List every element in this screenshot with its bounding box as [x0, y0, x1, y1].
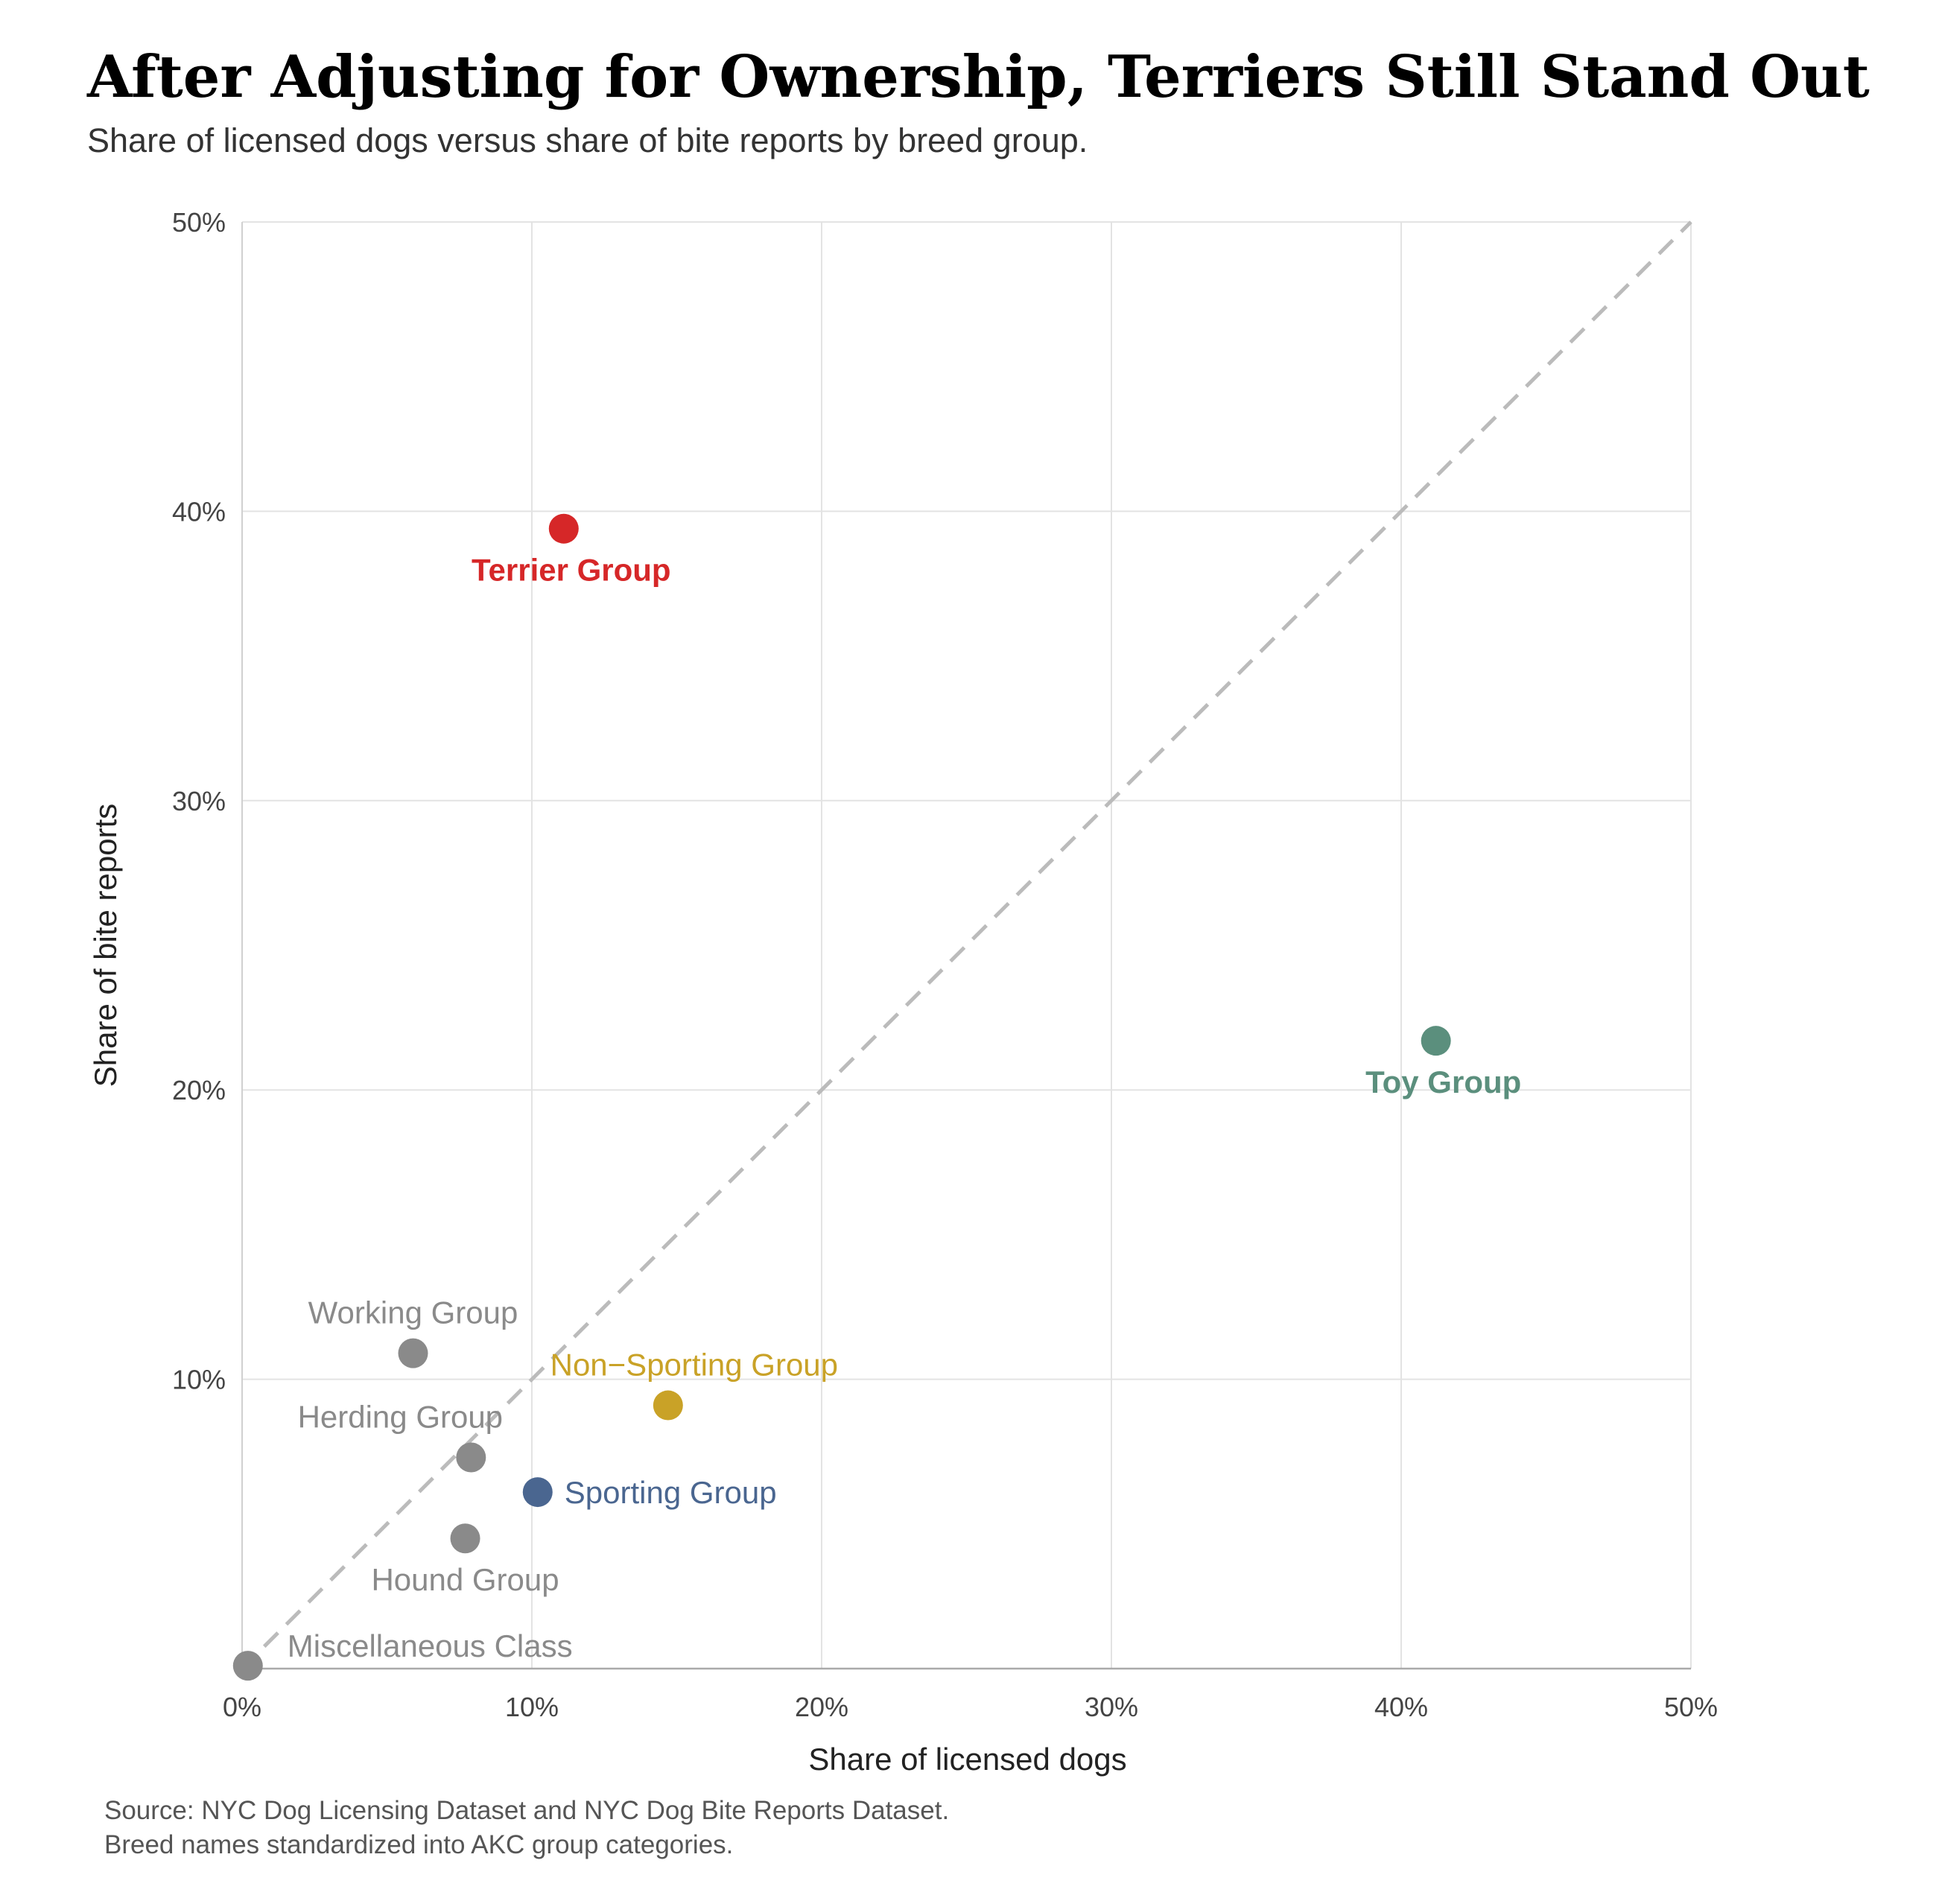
data-point-label: Working Group	[308, 1295, 518, 1330]
y-axis-title: Share of bite reports	[88, 804, 123, 1088]
data-point-label: Sporting Group	[565, 1475, 777, 1510]
x-tick-label: 50%	[1664, 1692, 1718, 1722]
y-tick-label: 10%	[172, 1365, 226, 1395]
source-line-1: Source: NYC Dog Licensing Dataset and NY…	[104, 1796, 950, 1825]
grid-lines	[242, 221, 1692, 1669]
x-axis-title: Share of licensed dogs	[808, 1742, 1126, 1777]
x-tick-label: 0%	[223, 1692, 261, 1722]
data-point-label: Hound Group	[371, 1562, 559, 1597]
chart-subtitle: Share of licensed dogs versus share of b…	[87, 121, 1088, 159]
x-tick-label: 20%	[795, 1692, 848, 1722]
data-point-label: Toy Group	[1365, 1064, 1521, 1099]
y-tick-label: 20%	[172, 1075, 226, 1105]
x-tick-label: 40%	[1374, 1692, 1428, 1722]
data-point	[456, 1442, 486, 1473]
data-point	[232, 1651, 263, 1681]
data-point	[653, 1390, 683, 1421]
data-point-label: Non−Sporting Group	[550, 1348, 838, 1383]
data-point	[522, 1477, 553, 1508]
data-point	[1421, 1026, 1451, 1056]
source-note: Source: NYC Dog Licensing Dataset and NY…	[104, 1794, 949, 1862]
data-point-labels: Terrier Group Toy Group Working Group Non−S…	[288, 553, 1522, 1663]
chart-title: After Adjusting for Ownership, Terriers …	[87, 43, 1870, 111]
y-tick-label: 50%	[172, 207, 226, 238]
data-point-label: Terrier Group	[472, 553, 671, 588]
x-axis-ticks: 0% 10% 20% 30% 40% 50%	[223, 1692, 1718, 1722]
y-axis-ticks: 10% 20% 30% 40% 50%	[172, 207, 226, 1395]
parity-reference-line	[241, 220, 1692, 1670]
source-line-2: Breed names standardized into AKC group …	[104, 1830, 734, 1859]
data-point-label: Miscellaneous Class	[288, 1628, 573, 1663]
x-tick-label: 10%	[505, 1692, 559, 1722]
x-tick-label: 30%	[1085, 1692, 1138, 1722]
y-tick-label: 40%	[172, 496, 226, 527]
data-point-label: Herding Group	[298, 1399, 503, 1434]
data-point	[548, 513, 579, 544]
data-point	[450, 1523, 480, 1554]
data-point	[398, 1338, 428, 1368]
y-tick-label: 30%	[172, 786, 226, 816]
data-points	[232, 513, 1451, 1681]
